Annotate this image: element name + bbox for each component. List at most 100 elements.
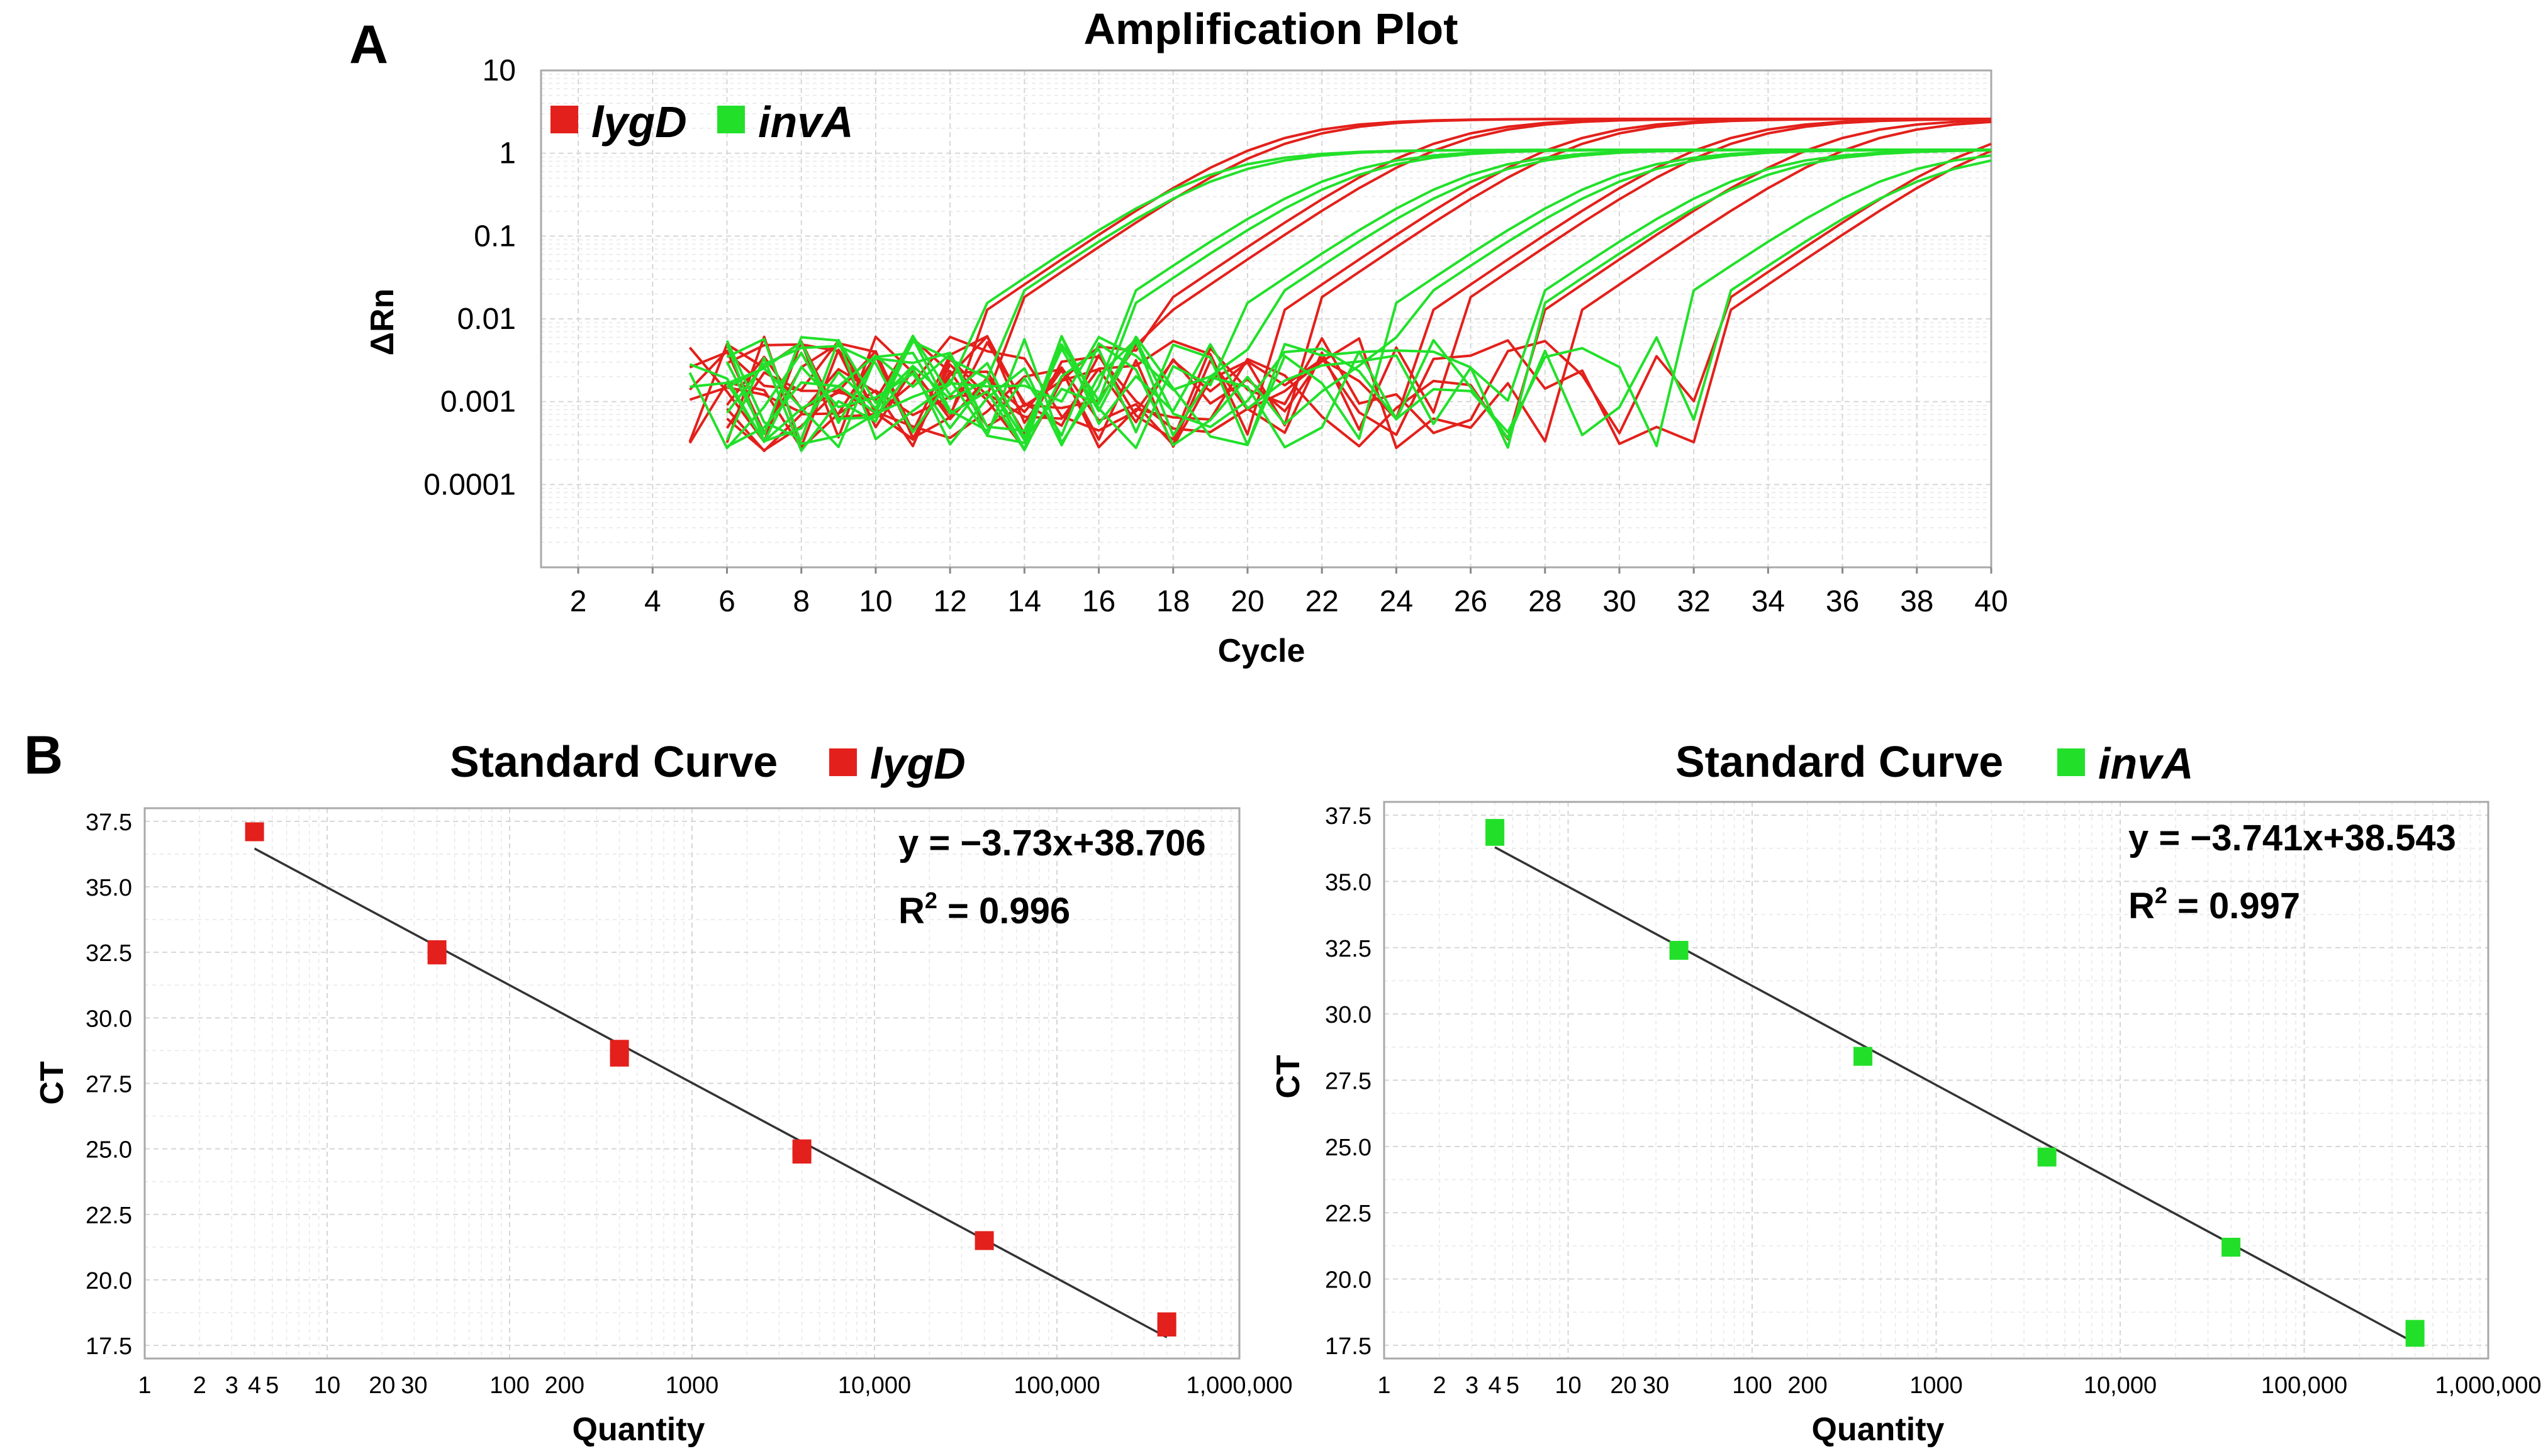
- amp-x-tick: 36: [1826, 585, 1859, 618]
- amplification-grid: [541, 70, 1992, 568]
- l-x-tick: 3: [225, 1372, 238, 1399]
- l-fit-line: [254, 847, 1168, 1338]
- amp-x-tick: 40: [1974, 585, 2008, 618]
- amp-curve-invA: [688, 159, 1992, 450]
- amp-x-tick: 4: [644, 585, 661, 618]
- amp-y-tick: 0.001: [440, 386, 516, 419]
- amp-x-tick: 28: [1528, 585, 1562, 618]
- l-x-tick: 5: [265, 1372, 279, 1399]
- lygd-x-label: Quantity: [573, 1411, 705, 1448]
- amp-x-tick: 18: [1156, 585, 1190, 618]
- standard-curve-inva-panel: Standard Curve invA 37.5 35.0 32.5 30.0 27.5…: [1270, 737, 2542, 1448]
- lygd-y-ticks: 37.5 35.0 32.5 30.0 27.5 25.0 22.5 20.0 17.5: [86, 809, 132, 1360]
- legend-swatch-lygd: [550, 106, 578, 133]
- r-y-tick: 22.5: [1325, 1201, 1372, 1227]
- lygd-y-label: CT: [34, 1061, 70, 1105]
- amp-curve-invA: [725, 148, 1991, 444]
- inva-r-squared: R2 = 0.997: [2128, 882, 2300, 926]
- r-data-point: [1485, 819, 1505, 838]
- amp-x-tick: 34: [1752, 585, 1785, 618]
- inva-y-label: CT: [1270, 1055, 1307, 1099]
- amp-y-tick: 0.01: [457, 303, 516, 336]
- amplification-x-ticks: 2 4 6 8 10 12 14 16 18 20 22 24 26 28 30 32 34 36 38 40: [570, 567, 2008, 618]
- amp-x-tick: 38: [1900, 585, 1933, 618]
- r-y-tick: 27.5: [1325, 1069, 1372, 1095]
- r-data-point: [2405, 1320, 2425, 1339]
- r-data-point: [2221, 1238, 2241, 1257]
- inva-x-ticks: 1 2 3 4 5 10 20 30 100 200 1000 10,000 100,000 1,000,…: [1377, 1372, 2541, 1399]
- legend-swatch-inva: [717, 106, 745, 133]
- standard-curve-lygd-legend: lygD: [870, 739, 966, 788]
- amp-curve-lygD: [688, 142, 1992, 442]
- amp-y-tick: 0.0001: [423, 468, 516, 501]
- r-y-tick: 17.5: [1325, 1333, 1372, 1360]
- standard-curve-inva-title: Standard Curve: [1675, 737, 2003, 786]
- lygd-plot-area: [143, 807, 1241, 1360]
- inva-fit-line-group: [1494, 846, 2416, 1344]
- amplification-plot-area: [540, 69, 1992, 569]
- l-data-point: [427, 940, 447, 959]
- amp-x-tick: 14: [1008, 585, 1041, 618]
- amp-x-tick: 32: [1677, 585, 1710, 618]
- l-x-tick: 100,000: [1014, 1372, 1100, 1399]
- amp-x-tick: 16: [1082, 585, 1115, 618]
- r-y-tick: 35.0: [1325, 869, 1372, 896]
- r-y-tick: 37.5: [1325, 803, 1372, 830]
- panel-label-a: A: [349, 14, 388, 75]
- inva-equation: y = −3.741x+38.543: [2128, 818, 2456, 859]
- r-x-tick: 1000: [1909, 1372, 1963, 1399]
- inva-points: [1485, 819, 2425, 1347]
- l-x-tick: 1000: [666, 1372, 719, 1399]
- amp-curve-lygD: [725, 118, 1991, 440]
- inva-plot-area: [1383, 801, 2489, 1360]
- amp-curve-lygD: [688, 118, 1991, 443]
- r-y-tick: 25.0: [1325, 1135, 1372, 1161]
- l-y-tick: 37.5: [86, 809, 132, 836]
- standard-curve-lygd-swatch: [829, 748, 857, 776]
- legend-label-inva: invA: [758, 97, 854, 147]
- l-y-tick: 22.5: [86, 1203, 132, 1229]
- amp-curve-lygD: [726, 120, 1992, 450]
- amplification-y-ticks: 10 1 0.1 0.01 0.001 0.0001: [423, 54, 516, 501]
- lygd-points: [245, 822, 1176, 1337]
- r-data-point: [1669, 941, 1689, 960]
- amp-y-tick: 10: [483, 54, 516, 87]
- l-data-point: [610, 1040, 629, 1059]
- amp-x-tick: 20: [1231, 585, 1264, 618]
- amplification-plot-title: Amplification Plot: [1084, 4, 1458, 53]
- panel-label-b: B: [24, 725, 63, 786]
- l-data-point: [1157, 1312, 1176, 1331]
- r-fit-line: [1494, 846, 2416, 1344]
- r-x-tick: 1,000,000: [2435, 1372, 2541, 1399]
- amp-x-tick: 10: [859, 585, 892, 618]
- l-x-tick: 2: [193, 1372, 206, 1399]
- r-x-tick: 1: [1377, 1372, 1390, 1399]
- inva-grid: [1383, 802, 2488, 1359]
- r-x-tick: 2: [1433, 1372, 1446, 1399]
- l-y-tick: 25.0: [86, 1137, 132, 1164]
- l-x-tick: 10: [314, 1372, 340, 1399]
- amplification-y-label: ΔRn: [364, 289, 401, 356]
- amp-x-tick: 8: [793, 585, 810, 618]
- standard-curve-inva-swatch: [2057, 748, 2085, 776]
- r-y-tick: 20.0: [1325, 1267, 1372, 1294]
- l-y-tick: 32.5: [86, 940, 132, 967]
- inva-y-ticks: 37.5 35.0 32.5 30.0 27.5 25.0 22.5 20.0 17.5: [1325, 803, 1372, 1360]
- amp-curve-invA: [726, 154, 1992, 449]
- amplification-curves: [688, 118, 1992, 452]
- amp-x-tick: 2: [570, 585, 587, 618]
- l-y-tick: 27.5: [86, 1072, 132, 1098]
- amp-x-tick: 30: [1602, 585, 1636, 618]
- l-x-tick: 20: [369, 1372, 395, 1399]
- l-data-point: [245, 822, 264, 842]
- standard-curve-inva-legend: invA: [2098, 739, 2194, 788]
- legend-label-lygd: lygD: [591, 97, 687, 147]
- l-data-point: [792, 1139, 812, 1159]
- amp-x-tick: 22: [1305, 585, 1338, 618]
- l-data-point: [975, 1231, 994, 1250]
- amp-curve-lygD: [725, 119, 1992, 449]
- r-data-point: [2037, 1147, 2057, 1167]
- r-x-tick: 4: [1489, 1372, 1502, 1399]
- l-x-tick: 1,000,000: [1186, 1372, 1292, 1399]
